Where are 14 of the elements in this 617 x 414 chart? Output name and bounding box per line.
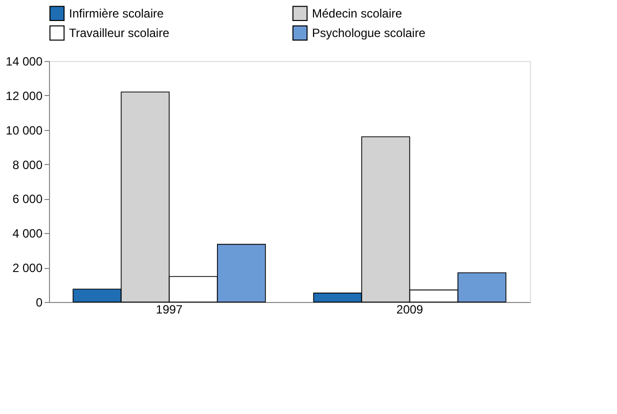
y-tick-label: 10 000 bbox=[6, 123, 43, 138]
y-tick-label: 14 000 bbox=[6, 54, 43, 68]
y-tick-label: 12 000 bbox=[6, 88, 43, 103]
legend-label: Psychologue scolaire bbox=[312, 26, 426, 40]
x-tick-label: 2009 bbox=[396, 302, 424, 316]
y-tick-label: 2 000 bbox=[12, 261, 43, 276]
y-tick-label: 6 000 bbox=[12, 192, 43, 206]
y-tick-label: 8 000 bbox=[12, 158, 43, 172]
legend-label: Travailleur scolaire bbox=[69, 26, 170, 40]
legend-label: Infirmière scolaire bbox=[69, 6, 164, 20]
y-tick-label: 4 000 bbox=[12, 226, 43, 241]
legend-label: Médecin scolaire bbox=[312, 6, 402, 20]
y-tick-label: 0 bbox=[36, 296, 43, 310]
x-tick-label: 1997 bbox=[156, 302, 183, 316]
